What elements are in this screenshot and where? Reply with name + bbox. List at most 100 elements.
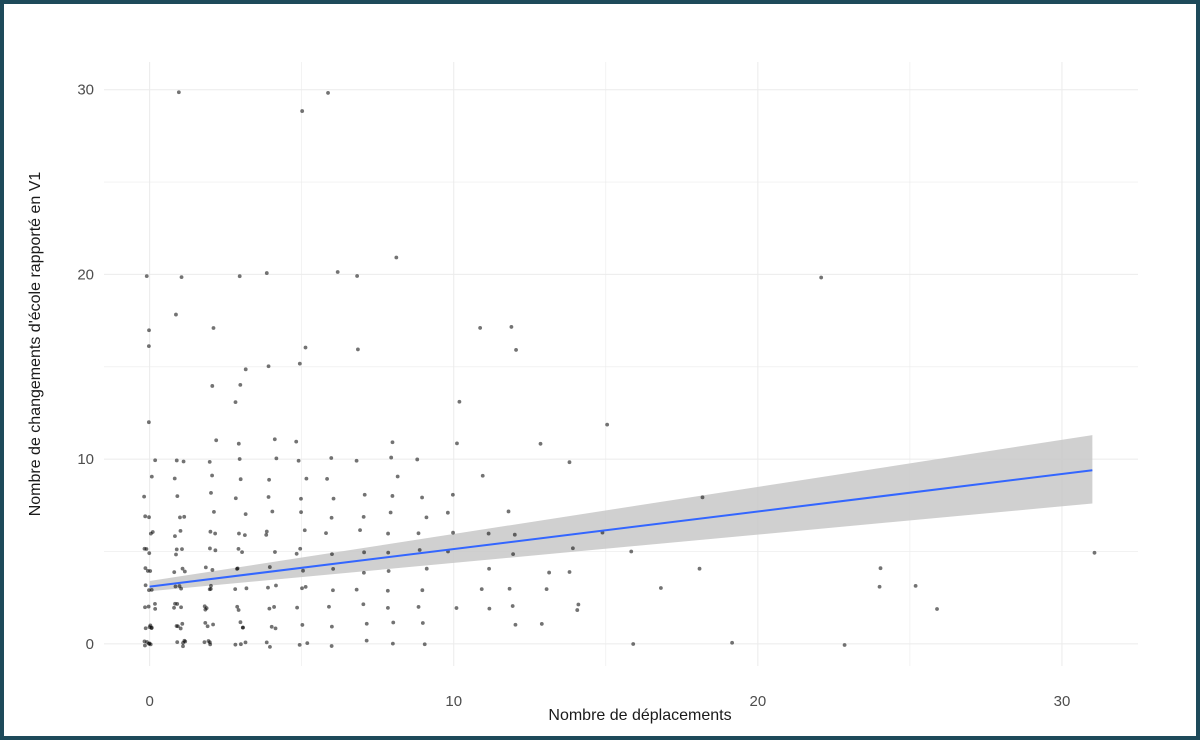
scatter-plot: 0 10 20 30 0 10 20 30 Nombre de déplacem… [27, 62, 1138, 724]
data-point [236, 441, 241, 446]
data-point [173, 601, 177, 606]
data-point [326, 91, 330, 95]
data-point [417, 548, 422, 552]
data-point [241, 625, 245, 630]
data-point [235, 566, 240, 571]
data-point [174, 552, 178, 557]
data-point [143, 583, 148, 588]
data-point [208, 529, 213, 534]
x-tick-label: 10 [445, 693, 462, 710]
data-point [244, 586, 249, 591]
data-point [178, 515, 182, 520]
data-point [511, 552, 516, 557]
data-point [364, 621, 369, 626]
data-point [354, 587, 359, 592]
data-point [513, 622, 518, 627]
data-point [202, 640, 207, 645]
grid-lines [104, 62, 1138, 666]
data-point [208, 546, 212, 551]
data-point [264, 529, 269, 534]
data-point [454, 606, 459, 610]
data-point [142, 494, 147, 499]
data-point [424, 566, 429, 571]
data-point [325, 476, 329, 481]
data-point [450, 492, 455, 497]
data-point [658, 586, 663, 590]
data-point [300, 586, 304, 591]
data-point [390, 440, 395, 445]
confidence-band-layer [149, 435, 1093, 592]
data-point [243, 640, 248, 645]
data-point [576, 602, 581, 607]
data-point [390, 641, 395, 646]
confidence-band [149, 435, 1093, 592]
data-point [146, 420, 151, 425]
data-point [233, 400, 238, 405]
data-point [266, 364, 271, 369]
data-point [264, 271, 269, 275]
data-point [172, 570, 177, 575]
data-point [237, 457, 242, 461]
data-point [294, 439, 299, 444]
data-point [153, 601, 157, 606]
data-point [143, 605, 147, 610]
data-point [697, 566, 702, 571]
data-point [147, 588, 151, 593]
data-point [143, 626, 148, 631]
data-point [362, 550, 366, 555]
data-point [700, 495, 705, 500]
y-tick-label: 30 [77, 82, 94, 99]
data-point [305, 641, 310, 646]
data-point [913, 583, 918, 588]
data-point [877, 584, 882, 589]
data-point [451, 530, 455, 535]
data-point [182, 569, 187, 574]
data-point [730, 640, 734, 645]
data-point [203, 621, 208, 625]
data-point [395, 474, 400, 479]
data-point [295, 605, 300, 610]
data-point [205, 624, 210, 629]
data-point [146, 344, 151, 349]
data-point [143, 643, 147, 648]
data-point [386, 605, 390, 610]
data-point [175, 640, 180, 645]
data-point [327, 604, 331, 609]
data-point [570, 546, 575, 551]
data-point [269, 624, 274, 629]
data-point [273, 550, 277, 554]
data-point [330, 552, 334, 557]
data-point [300, 623, 305, 627]
data-point [416, 605, 421, 609]
data-point [507, 586, 512, 591]
data-point [479, 587, 484, 592]
data-point [237, 531, 241, 536]
data-point [268, 644, 272, 649]
data-point [631, 642, 636, 646]
data-point [415, 457, 420, 462]
points-layer [142, 90, 1097, 649]
data-point [172, 605, 176, 610]
data-point [148, 642, 153, 647]
data-point [274, 583, 278, 588]
data-point [358, 528, 362, 533]
data-point [575, 608, 580, 612]
trend-line-layer [149, 469, 1093, 588]
data-point [143, 566, 148, 571]
data-point [386, 531, 390, 536]
data-point [238, 477, 243, 482]
data-point [181, 641, 185, 645]
data-point [296, 458, 301, 463]
data-point [145, 640, 149, 644]
y-tick-label: 10 [77, 451, 94, 468]
data-point [242, 533, 247, 537]
data-point [478, 326, 483, 330]
data-point [416, 531, 421, 536]
data-point [273, 626, 278, 631]
data-point [391, 620, 396, 625]
data-point [390, 494, 395, 498]
data-point [329, 515, 334, 520]
data-point [208, 587, 213, 591]
data-point [233, 496, 238, 501]
data-point [235, 604, 240, 609]
